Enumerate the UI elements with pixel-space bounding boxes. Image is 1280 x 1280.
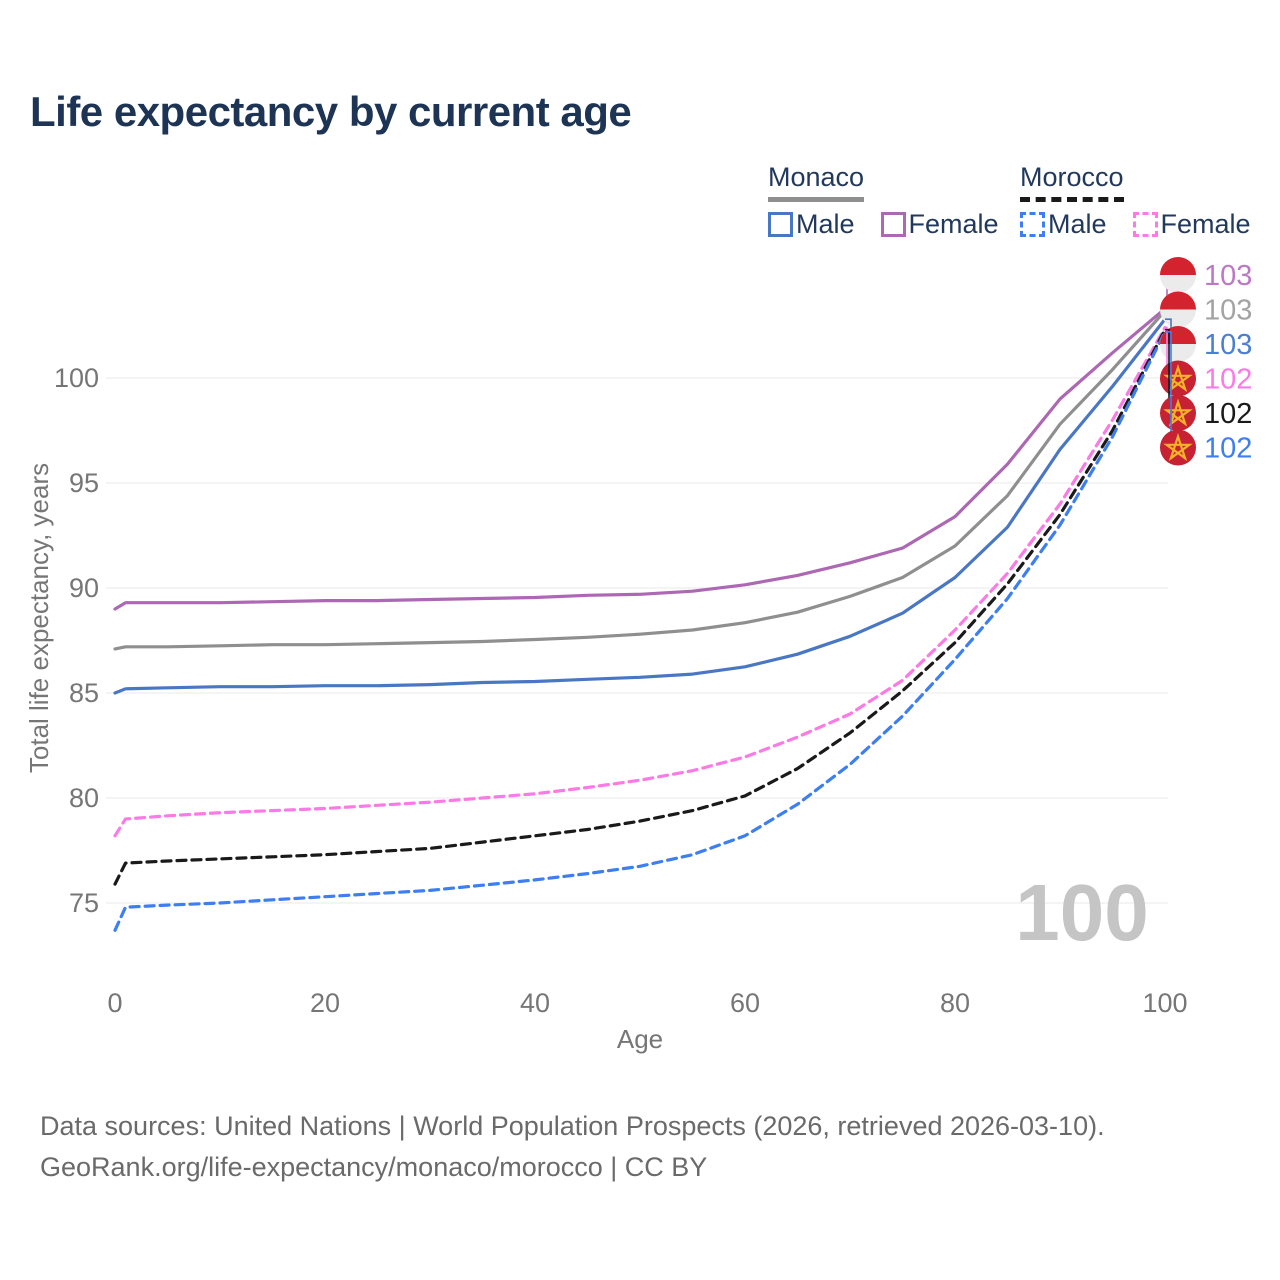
- footer: Data sources: United Nations | World Pop…: [40, 1106, 1105, 1188]
- footer-attribution: GeoRank.org/life-expectancy/monaco/moroc…: [40, 1152, 708, 1182]
- flag-morocco-icon: [1160, 360, 1196, 397]
- legend-swatch-morocco-male[interactable]: [1020, 212, 1045, 237]
- legend-label-morocco-female[interactable]: Female: [1160, 209, 1251, 239]
- end-label-morocco-female: 102: [1204, 364, 1252, 396]
- legend-swatch-monaco-female[interactable]: [880, 212, 906, 237]
- y-tick-label: 100: [54, 363, 99, 393]
- legend-label-monaco-female[interactable]: Female: [908, 209, 999, 239]
- age-watermark: 100: [1015, 868, 1148, 957]
- line-monaco-all: [113, 309, 1167, 651]
- x-tick-label: 40: [520, 988, 550, 1018]
- flag-morocco-icon: [1160, 429, 1196, 466]
- legend-row-morocco: Male Female: [1020, 209, 1251, 240]
- legend-country-monaco[interactable]: Monaco: [768, 162, 865, 202]
- legend-group-monaco: Monaco Male Female: [768, 162, 999, 240]
- legend-swatch-morocco-female[interactable]: [1132, 212, 1158, 237]
- line-morocco-all: [113, 328, 1167, 886]
- line-monaco-male: [113, 317, 1167, 695]
- end-label-morocco-male: 102: [1204, 433, 1252, 465]
- flag-monaco-icon: [1160, 257, 1196, 293]
- end-label-monaco-male: 103: [1204, 329, 1252, 361]
- end-label-monaco-all: 103: [1204, 295, 1252, 327]
- legend-group-morocco: Morocco Male Female: [1020, 162, 1251, 240]
- line-monaco-female: [113, 307, 1167, 611]
- line-morocco-male: [113, 330, 1167, 932]
- legend-label-morocco-male[interactable]: Male: [1048, 209, 1107, 239]
- flag-upper-half: [1160, 257, 1196, 275]
- y-tick-label: 75: [69, 888, 99, 918]
- end-label-morocco-all: 102: [1204, 398, 1252, 430]
- x-tick-label: 20: [310, 988, 340, 1018]
- legend-row-monaco: Male Female: [768, 209, 999, 240]
- legend-swatch-monaco-male[interactable]: [768, 212, 793, 237]
- x-tick-label: 80: [940, 988, 970, 1018]
- flag-star: [1163, 398, 1193, 427]
- flag-star: [1163, 363, 1193, 393]
- flag-field: [1160, 429, 1196, 466]
- x-tick-label: 100: [1142, 988, 1187, 1018]
- end-label-monaco-female: 103: [1204, 260, 1252, 292]
- flag-field: [1160, 395, 1196, 431]
- page-title: Life expectancy by current age: [30, 88, 632, 135]
- flag-monaco-icon: [1160, 291, 1196, 328]
- y-tick-label: 85: [69, 678, 99, 708]
- legend-label-monaco-male[interactable]: Male: [796, 209, 855, 239]
- y-tick-label: 80: [69, 783, 99, 813]
- x-tick-label: 0: [107, 988, 122, 1018]
- line-morocco-female: [113, 326, 1167, 838]
- legend-country-morocco[interactable]: Morocco: [1020, 162, 1124, 202]
- flag-morocco-icon: [1160, 395, 1196, 431]
- flag-upper-half: [1160, 291, 1196, 310]
- x-tick-label: 60: [730, 988, 760, 1018]
- x-axis-title: Age: [617, 1024, 663, 1054]
- y-tick-label: 95: [69, 468, 99, 498]
- flag-star: [1163, 432, 1193, 462]
- y-axis-title: Total life expectancy, years: [24, 463, 54, 773]
- y-tick-label: 90: [69, 573, 99, 603]
- footer-data-sources: Data sources: United Nations | World Pop…: [40, 1111, 1105, 1141]
